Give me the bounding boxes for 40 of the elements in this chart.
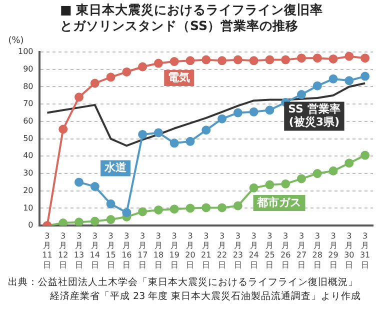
y-tick-label: 30 — [23, 168, 34, 178]
x-tick-label: 3月15日 — [106, 231, 116, 270]
x-tick-label: 3月31日 — [360, 231, 370, 270]
y-tick-label: 20 — [23, 186, 34, 195]
y-tick-label: 80 — [23, 82, 34, 91]
x-tick-label: 3月30日 — [344, 231, 354, 270]
x-tick-label: 3月13日 — [74, 231, 84, 270]
y-tick-label: 60 — [23, 116, 34, 126]
x-tick-label: 3月28日 — [312, 231, 322, 270]
text: 経済産業省「平成 23 年度 東日本大震災石油製品流通調査」より作成 — [49, 290, 362, 304]
series-label: SS 営業率 (被災3県) — [288, 102, 340, 129]
series-label: 電気 — [168, 70, 190, 84]
y-tick-label: 10 — [23, 203, 34, 212]
x-tick-label: 3月17日 — [137, 231, 148, 270]
y-tick-label: 70 — [23, 99, 34, 108]
y-tick-label: 40 — [23, 151, 34, 160]
y-tick-label: 100 — [18, 47, 34, 56]
x-tick-label: 3月11日 — [42, 231, 52, 270]
source-note: 出典：公益社団法人土木学会「東日本大震災におけるライフライン復旧概況」 — [8, 276, 359, 290]
y-axis-title: (%) — [8, 36, 24, 46]
x-tick-label: 3月18日 — [153, 231, 164, 270]
x-tick-label: 3月14日 — [90, 231, 100, 270]
x-tick-label: 3月23日 — [232, 231, 244, 270]
x-tick-label: 3月27日 — [296, 231, 307, 270]
x-tick-label: 3月19日 — [169, 231, 180, 270]
x-tick-label: 3月26日 — [280, 231, 291, 270]
x-tick-label: 3月20日 — [185, 231, 196, 270]
x-tick-label: 3月24日 — [248, 231, 259, 270]
x-tick-label: 3月29日 — [328, 231, 338, 270]
x-tick-label: 3月16日 — [122, 231, 132, 270]
y-tick-label: 90 — [23, 64, 34, 74]
x-tick-label: 3月21日 — [201, 231, 212, 270]
series-label: 水道 — [104, 161, 128, 174]
series-label: 都市ガス — [256, 196, 302, 209]
x-tick-label: 3月12日 — [58, 231, 68, 270]
x-tick-label: 3月22日 — [216, 231, 228, 270]
y-tick-label: 50 — [23, 134, 34, 143]
x-tick-label: 3月25日 — [264, 231, 275, 270]
y-tick-label: 0 — [28, 220, 34, 230]
chart-title: ■ 東日本大震災におけるライフライン復旧率とガソリンスタンド（SS）営業率の推移 — [60, 2, 324, 34]
